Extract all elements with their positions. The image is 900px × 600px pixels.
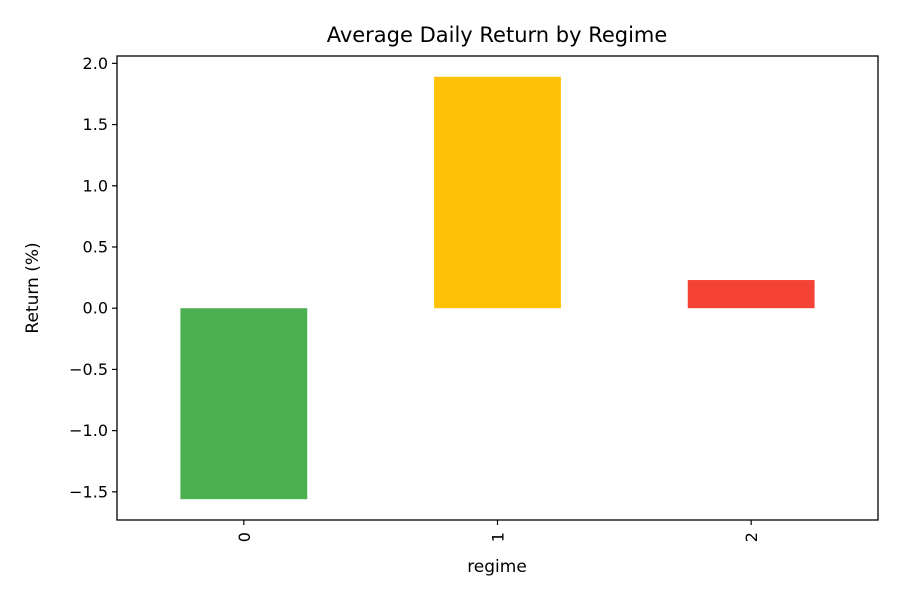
x-axis-label: regime: [467, 557, 527, 577]
bar-regime-0: [180, 308, 308, 500]
y-tick-label: −1.0: [69, 421, 108, 440]
y-tick-label: 1.0: [83, 176, 108, 195]
y-tick-label: −0.5: [69, 360, 108, 379]
plot-area: 0 1 2 −1.5 −1.0 −0.5 0.0 0.5 1.0 1.5 2.0: [69, 54, 815, 542]
y-tick-label: 0.0: [83, 299, 108, 318]
y-tick-label: 0.5: [83, 237, 108, 256]
plot-frame: [116, 55, 879, 521]
y-axis-label: Return (%): [23, 242, 43, 333]
bar-regime-2: [687, 280, 815, 309]
y-tick-label: 1.5: [83, 115, 108, 134]
x-tick-label-1: 1: [489, 532, 508, 542]
y-tick-label: 2.0: [83, 54, 108, 73]
x-tick-label-0: 0: [235, 532, 254, 542]
bar-regime-1: [434, 76, 561, 309]
x-tick-label-2: 2: [742, 532, 761, 542]
chart-title: Average Daily Return by Regime: [327, 23, 668, 47]
y-tick-label: −1.5: [69, 482, 108, 501]
